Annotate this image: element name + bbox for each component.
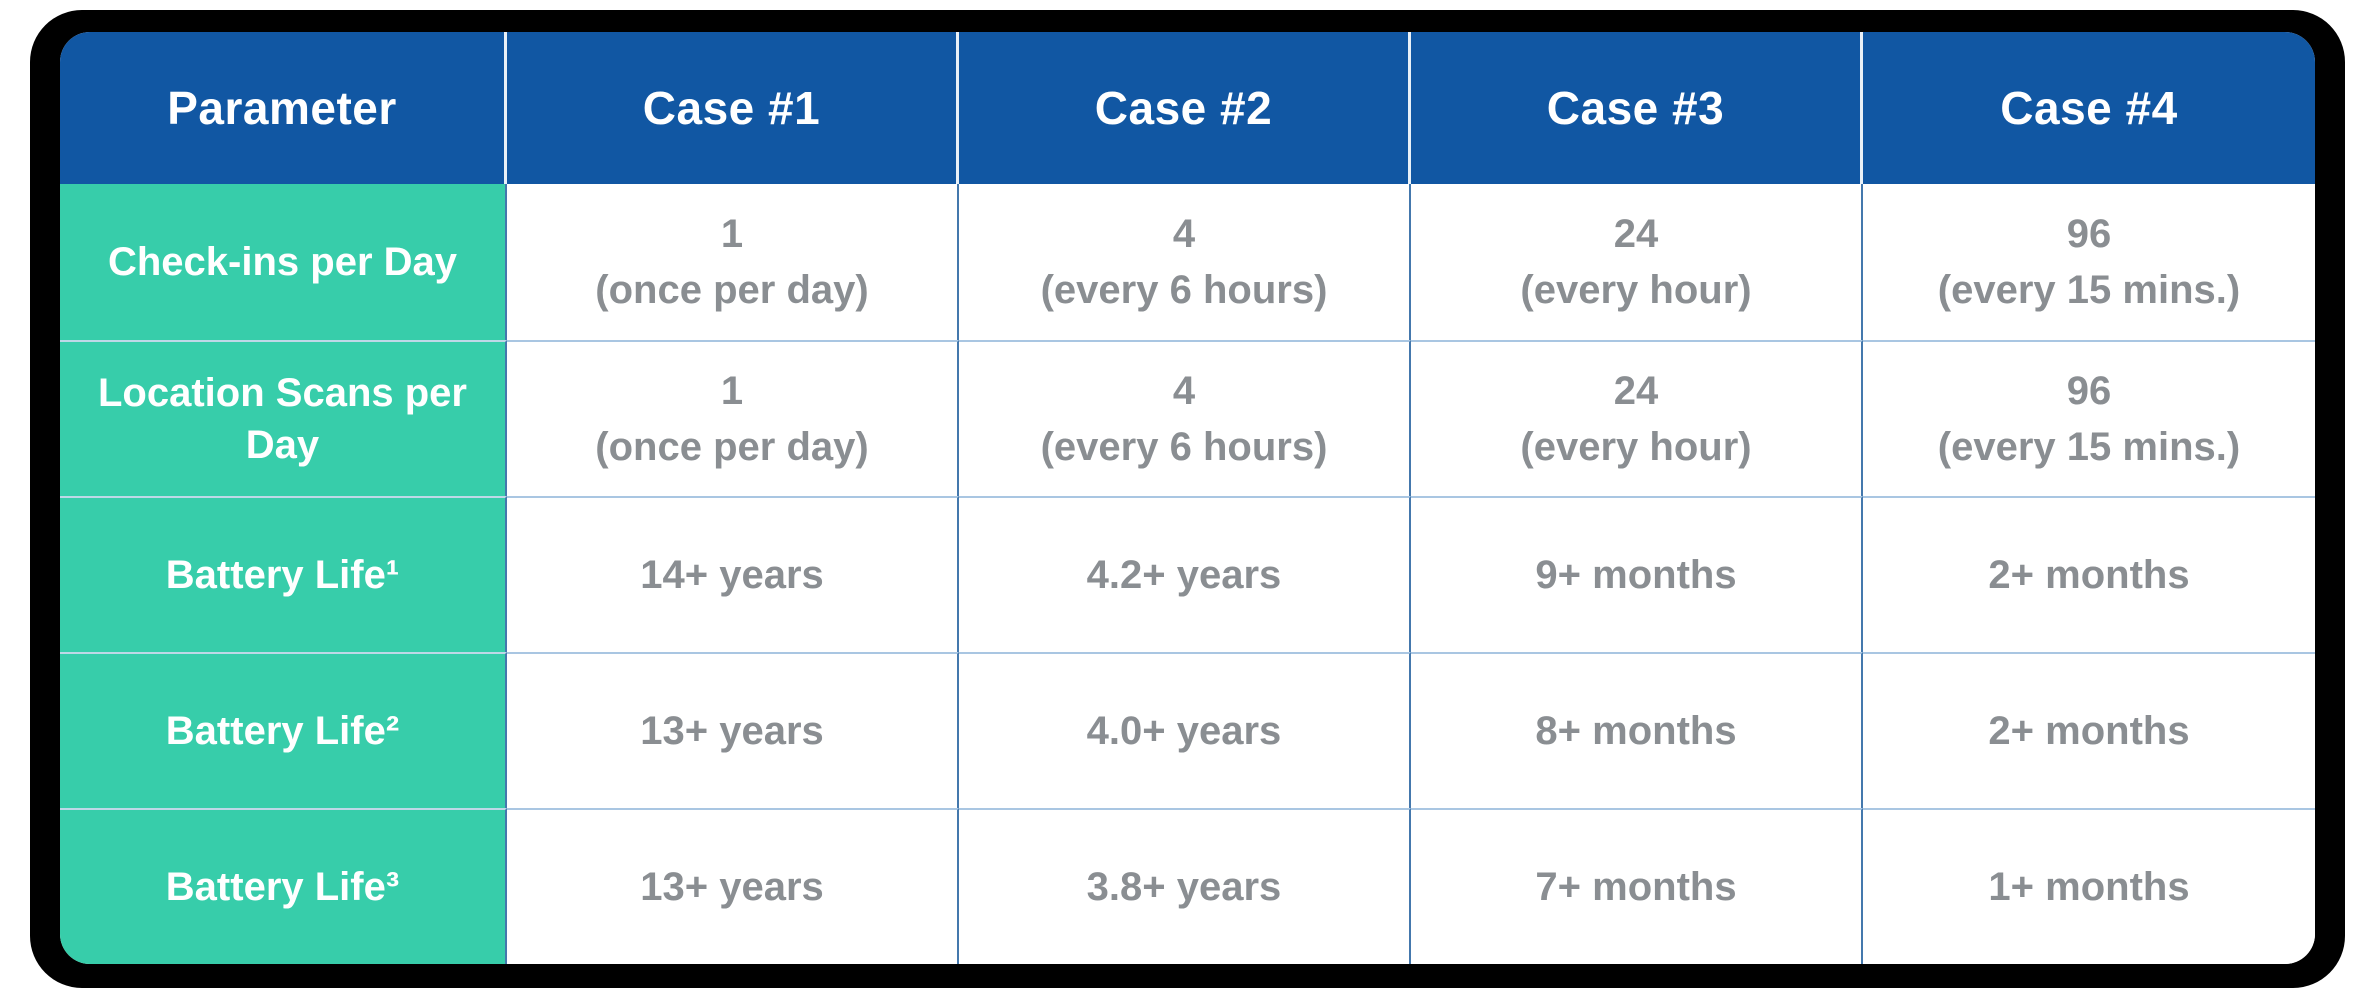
cell-value: 14+ years — [640, 553, 824, 597]
cell-value: 4.0+ years — [1086, 709, 1282, 753]
header-cell-case-1: Case #1 — [507, 32, 959, 184]
table-cell: 2+ months — [1863, 496, 2315, 652]
cell-value-detail: (every 15 mins.) — [1937, 425, 2241, 469]
header-cell-case-4: Case #4 — [1863, 32, 2315, 184]
cell-value-detail: (every hour) — [1520, 425, 1752, 469]
table-cell: 1+ months — [1863, 808, 2315, 964]
table-cell: 24 (every hour) — [1411, 340, 1863, 496]
table-cell: 4.0+ years — [959, 652, 1411, 808]
table-cell: 7+ months — [1411, 808, 1863, 964]
table-cell: 8+ months — [1411, 652, 1863, 808]
cell-value: 2+ months — [1988, 709, 2190, 753]
header-label: Case #4 — [2000, 82, 2178, 134]
cell-value: 9+ months — [1535, 553, 1737, 597]
cell-value-detail: (every 6 hours) — [1040, 425, 1328, 469]
row-label-text: Battery Life³ — [165, 865, 400, 909]
header-cell-case-2: Case #2 — [959, 32, 1411, 184]
table-cell: 96 (every 15 mins.) — [1863, 340, 2315, 496]
row-label-battery-life-3: Battery Life³ — [60, 808, 507, 964]
row-label-battery-life-2: Battery Life² — [60, 652, 507, 808]
table-cell: 4 (every 6 hours) — [959, 340, 1411, 496]
row-label-text: Location Scans per Day — [98, 371, 467, 467]
table-cell: 96 (every 15 mins.) — [1863, 184, 2315, 340]
header-label: Case #1 — [642, 82, 821, 134]
header-cell-case-3: Case #3 — [1411, 32, 1863, 184]
cell-value: 8+ months — [1535, 709, 1737, 753]
cell-value-detail: (every 15 mins.) — [1937, 268, 2241, 312]
cell-value: 1+ months — [1988, 865, 2190, 909]
table-frame: Parameter Case #1 Case #2 Case #3 Case #… — [30, 10, 2345, 988]
row-label-text: Check-ins per Day — [107, 240, 458, 284]
cell-value: 96 — [2066, 212, 2112, 256]
table-cell: 3.8+ years — [959, 808, 1411, 964]
cell-value: 4 — [1172, 212, 1196, 256]
row-label-battery-life-1: Battery Life¹ — [60, 496, 507, 652]
table-cell: 1 (once per day) — [507, 340, 959, 496]
cell-value: 4 — [1172, 369, 1196, 413]
row-label-text: Battery Life² — [165, 709, 400, 753]
cell-value-detail: (once per day) — [595, 268, 869, 312]
table-cell: 14+ years — [507, 496, 959, 652]
row-label-text: Battery Life¹ — [165, 553, 400, 597]
row-label-check-ins-per-day: Check-ins per Day — [60, 184, 507, 340]
cell-value: 1 — [720, 369, 744, 413]
header-label: Case #3 — [1546, 82, 1725, 134]
header-label: Parameter — [167, 82, 397, 134]
header-cell-parameter: Parameter — [60, 32, 507, 184]
table-cell: 4 (every 6 hours) — [959, 184, 1411, 340]
table-cell: 13+ years — [507, 808, 959, 964]
table-cell: 2+ months — [1863, 652, 2315, 808]
cell-value: 24 — [1613, 212, 1659, 256]
table-cell: 13+ years — [507, 652, 959, 808]
cell-value-detail: (every 6 hours) — [1040, 268, 1328, 312]
battery-life-comparison-table: Parameter Case #1 Case #2 Case #3 Case #… — [60, 32, 2315, 964]
cell-value: 3.8+ years — [1086, 865, 1282, 909]
cell-value-detail: (once per day) — [595, 425, 869, 469]
cell-value: 4.2+ years — [1086, 553, 1282, 597]
table-cell: 9+ months — [1411, 496, 1863, 652]
cell-value: 24 — [1613, 369, 1659, 413]
table-cell: 1 (once per day) — [507, 184, 959, 340]
row-label-location-scans-per-day: Location Scans per Day — [60, 340, 507, 496]
header-label: Case #2 — [1094, 82, 1273, 134]
cell-value: 96 — [2066, 369, 2112, 413]
comparison-table-card: Parameter Case #1 Case #2 Case #3 Case #… — [60, 32, 2315, 964]
cell-value: 7+ months — [1535, 865, 1737, 909]
cell-value: 1 — [720, 212, 744, 256]
cell-value: 2+ months — [1988, 553, 2190, 597]
cell-value-detail: (every hour) — [1520, 268, 1752, 312]
table-cell: 4.2+ years — [959, 496, 1411, 652]
cell-value: 13+ years — [640, 709, 824, 753]
cell-value: 13+ years — [640, 865, 824, 909]
table-cell: 24 (every hour) — [1411, 184, 1863, 340]
